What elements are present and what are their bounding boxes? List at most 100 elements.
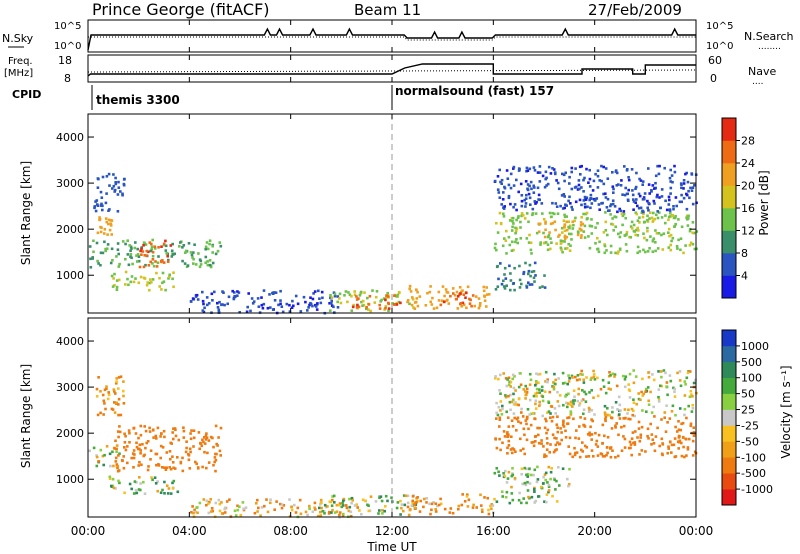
heatmap-cell: [535, 395, 538, 398]
heatmap-cell: [107, 391, 110, 394]
heatmap-cell: [449, 294, 452, 298]
heatmap-cell: [92, 446, 96, 450]
heatmap-cell: [634, 375, 638, 378]
heatmap-cell: [353, 504, 357, 507]
heatmap-cell: [98, 218, 102, 221]
heatmap-cell: [509, 448, 513, 451]
heatmap-cell: [533, 261, 537, 265]
heatmap-cell: [533, 280, 536, 283]
heatmap-cell: [502, 472, 505, 475]
heatmap-cell: [650, 216, 654, 220]
heatmap-cell: [673, 390, 676, 394]
heatmap-cell: [308, 303, 311, 307]
heatmap-cell: [262, 289, 266, 292]
heatmap-cell: [520, 467, 524, 471]
heatmap-cell: [538, 180, 542, 183]
heatmap-cell: [556, 430, 560, 434]
heatmap-cell: [570, 170, 573, 174]
heatmap-cell: [562, 403, 565, 407]
heatmap-cell: [211, 299, 214, 302]
heatmap-cell: [541, 395, 545, 398]
heatmap-cell: [556, 415, 559, 418]
heatmap-cell: [688, 244, 692, 247]
heatmap-cell: [601, 378, 605, 382]
heatmap-cell: [160, 245, 163, 248]
power-heatmap: [88, 164, 699, 315]
heatmap-cell: [257, 506, 260, 510]
heatmap-cell: [512, 386, 516, 390]
heatmap-cell: [657, 232, 661, 235]
heatmap-cell: [536, 478, 540, 481]
heatmap-cell: [563, 225, 566, 229]
heatmap-cell: [111, 484, 115, 488]
heatmap-cell: [668, 176, 672, 180]
heatmap-cell: [597, 203, 601, 206]
heatmap-cell: [646, 427, 650, 431]
heatmap-cell: [607, 387, 611, 390]
heatmap-cell: [562, 173, 566, 177]
nave-line: [87, 69, 697, 73]
heatmap-cell: [544, 220, 547, 224]
heatmap-cell: [577, 179, 581, 182]
heatmap-cell: [461, 289, 464, 292]
heatmap-cell: [529, 378, 533, 382]
heatmap-cell: [631, 413, 634, 417]
heatmap-cell: [496, 188, 500, 191]
heatmap-cell: [644, 250, 647, 254]
heatmap-cell: [182, 436, 186, 439]
heatmap-cell: [650, 189, 653, 192]
heatmap-cell: [110, 484, 113, 488]
heatmap-cell: [116, 466, 119, 470]
heatmap-cell: [331, 495, 334, 498]
heatmap-cell: [580, 203, 583, 207]
heatmap-cell: [655, 195, 659, 199]
heatmap-cell: [505, 284, 508, 287]
heatmap-cell: [689, 424, 693, 428]
heatmap-cell: [602, 231, 606, 234]
heatmap-cell: [654, 181, 657, 185]
heatmap-cell: [682, 182, 686, 185]
heatmap-cell: [647, 209, 650, 212]
heatmap-cell: [115, 377, 118, 380]
heatmap-cell: [646, 229, 649, 233]
heatmap-cell: [512, 282, 515, 285]
heatmap-cell: [535, 480, 539, 484]
heatmap-cell: [567, 380, 571, 383]
heatmap-cell: [496, 413, 500, 417]
heatmap-cell: [101, 393, 105, 397]
heatmap-cell: [115, 401, 119, 405]
heatmap-cell: [214, 252, 218, 256]
heatmap-cell: [526, 472, 530, 476]
heatmap-cell: [687, 437, 691, 441]
heatmap-cell: [691, 454, 695, 457]
heatmap-cell: [495, 401, 498, 405]
heatmap-cell: [302, 295, 306, 299]
heatmap-cell: [569, 224, 572, 228]
heatmap-cell: [637, 392, 640, 395]
heatmap-cell: [137, 464, 140, 467]
heatmap-cell: [623, 378, 627, 381]
heatmap-cell: [582, 408, 586, 411]
heatmap-cell: [203, 442, 207, 445]
heatmap-cell: [626, 412, 629, 415]
heatmap-cell: [485, 286, 488, 289]
heatmap-cell: [560, 431, 563, 434]
heatmap-cell: [565, 235, 569, 239]
heatmap-cell: [527, 427, 530, 431]
heatmap-cell: [527, 220, 530, 224]
heatmap-cell: [430, 508, 433, 512]
heatmap-cell: [605, 249, 608, 252]
heatmap-cell: [148, 241, 152, 244]
heatmap-cell: [590, 449, 594, 452]
heatmap-cell: [546, 411, 549, 414]
heatmap-cell: [510, 474, 514, 478]
heatmap-cell: [547, 485, 551, 488]
heatmap-cell: [494, 375, 497, 378]
heatmap-cell: [103, 232, 106, 235]
heatmap-cell: [170, 255, 174, 258]
heatmap-cell: [130, 275, 134, 278]
heatmap-cell: [627, 199, 630, 202]
heatmap-cell: [588, 168, 591, 172]
heatmap-cell: [313, 290, 317, 293]
